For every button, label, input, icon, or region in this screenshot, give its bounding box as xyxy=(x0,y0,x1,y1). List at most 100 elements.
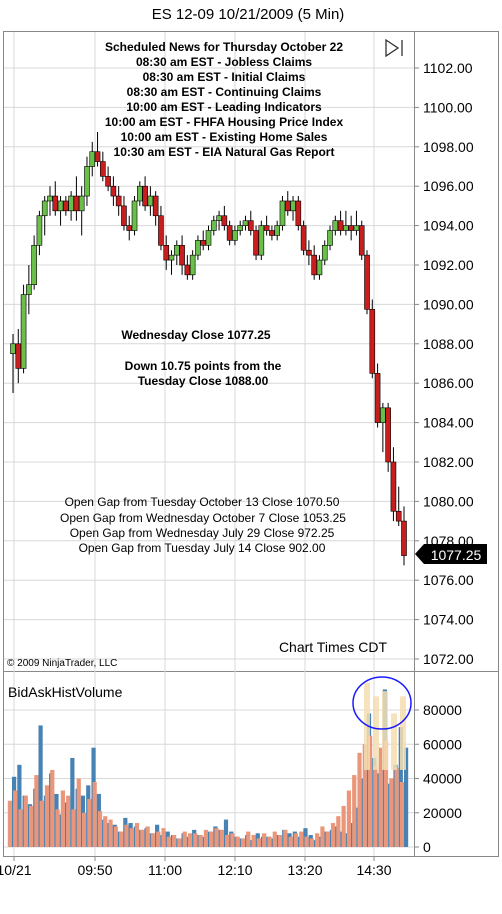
time-tick-label: 12:10 xyxy=(217,862,252,878)
candle-body xyxy=(348,225,354,231)
last-price-label: 1077.25 xyxy=(431,547,482,563)
indicator-label: BidAskHistVolume xyxy=(8,684,123,700)
bid-volume-bar xyxy=(223,819,229,847)
copyright-text: © 2009 NinjaTrader, LLC xyxy=(7,658,117,669)
candle-body xyxy=(26,284,32,295)
candle-body xyxy=(237,225,244,231)
volume-tick-label: 20000 xyxy=(423,805,462,821)
ask-volume-bar xyxy=(373,766,378,847)
candle-body xyxy=(395,510,402,522)
candle-body xyxy=(290,200,296,212)
candle-body xyxy=(184,264,191,276)
chart-times-label: Chart Times CDT xyxy=(279,639,388,655)
candle-body xyxy=(10,343,16,354)
candle-body xyxy=(94,151,101,162)
highlight-volume-bar xyxy=(391,713,397,770)
candle-body xyxy=(353,225,360,231)
highlight-volume-bar xyxy=(382,691,388,770)
ask-volume-bar xyxy=(119,831,124,847)
bid-volume-bar xyxy=(404,747,409,847)
ask-volume-bar xyxy=(315,833,320,847)
ask-volume-bar xyxy=(368,735,373,847)
price-tick-label: 1084.00 xyxy=(423,415,474,431)
price-tick-label: 1072.00 xyxy=(423,651,474,667)
candle-body xyxy=(36,215,43,246)
candle-body xyxy=(126,225,133,231)
ask-volume-bar xyxy=(87,799,92,847)
ask-volume-bar xyxy=(156,831,161,847)
candle-body xyxy=(168,254,175,261)
candle-body xyxy=(232,230,238,241)
candle-body xyxy=(295,200,302,226)
ask-volume-bar xyxy=(352,775,357,847)
ask-volume-bar xyxy=(18,809,23,847)
ask-volume-bar xyxy=(55,809,60,847)
candle-body xyxy=(258,225,265,256)
candle-body xyxy=(284,200,291,212)
ask-volume-bar xyxy=(267,836,272,847)
ask-volume-bar xyxy=(177,838,182,847)
highlight-volume-bar xyxy=(364,682,370,770)
ask-volume-bar xyxy=(320,826,325,847)
price-tick-label: 1088.00 xyxy=(423,336,474,352)
candle-body xyxy=(173,245,180,256)
candle-body xyxy=(110,185,117,197)
volume-panel-frame xyxy=(3,671,499,857)
price-tick-label: 1090.00 xyxy=(423,296,474,312)
candle-body xyxy=(269,230,275,236)
ask-volume-bar xyxy=(39,800,44,847)
highlight-volume-bar xyxy=(373,696,379,770)
ask-volume-bar xyxy=(214,828,219,847)
candle-body xyxy=(47,195,53,202)
play-pause-icon[interactable] xyxy=(383,37,407,59)
ask-volume-bar xyxy=(299,831,304,847)
candle-body xyxy=(115,195,122,207)
candle-body xyxy=(316,259,323,276)
ask-volume-bar xyxy=(346,790,352,847)
news-item: 10:30 am EST - EIA Natural Gas Report xyxy=(114,145,335,159)
ask-volume-bar xyxy=(23,795,28,847)
price-tick-label: 1100.00 xyxy=(423,99,473,115)
ask-volume-bar xyxy=(272,831,277,847)
candle-body xyxy=(247,220,254,231)
ask-volume-bar xyxy=(240,838,246,847)
time-tick-label: 09:50 xyxy=(77,862,112,878)
candle-body xyxy=(385,407,391,463)
ask-volume-bar xyxy=(283,829,288,847)
ask-volume-bar xyxy=(103,816,108,847)
ask-volume-bar xyxy=(399,781,404,847)
candle-body xyxy=(68,195,74,212)
candle-body xyxy=(63,200,69,212)
candle-body xyxy=(73,195,80,212)
candle-body xyxy=(100,161,106,177)
ask-volume-bar xyxy=(7,800,12,847)
bid-volume-bar xyxy=(17,764,22,847)
ask-volume-bar xyxy=(209,831,214,847)
ask-volume-bar xyxy=(293,833,299,847)
close-note-line: Wednesday Close 1077.25 xyxy=(121,328,271,342)
ask-volume-bar xyxy=(187,833,193,847)
news-item: 08:30 am EST - Jobless Claims xyxy=(136,55,312,69)
candle-body xyxy=(57,200,64,212)
bid-volume-bar xyxy=(38,725,43,847)
candle-body xyxy=(369,309,376,374)
candle-body xyxy=(147,195,154,207)
candle-body xyxy=(200,240,207,246)
ask-volume-bar xyxy=(394,768,399,847)
candle-body xyxy=(210,220,217,231)
candle-body xyxy=(142,185,148,207)
ask-volume-bar xyxy=(378,747,383,847)
candle-body xyxy=(179,245,185,266)
price-tick-label: 1102.00 xyxy=(423,60,473,76)
ask-volume-bar xyxy=(145,826,150,847)
ask-volume-bar xyxy=(166,836,171,847)
ask-volume-bar xyxy=(60,790,65,847)
news-item: 10:00 am EST - Existing Home Sales xyxy=(121,130,328,144)
time-tick-label: 10/21 xyxy=(0,862,32,878)
time-tick-label: 13:20 xyxy=(287,862,322,878)
candle-body xyxy=(221,215,228,226)
ask-volume-bar xyxy=(182,831,187,847)
ask-volume-bar xyxy=(309,838,314,847)
candle-body xyxy=(374,373,381,423)
ask-volume-bar xyxy=(113,826,118,847)
